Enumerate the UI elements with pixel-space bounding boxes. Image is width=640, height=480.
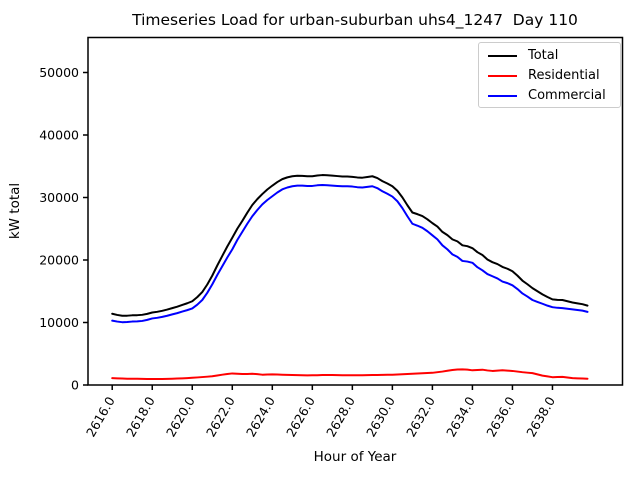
y-tick-label: 0	[71, 378, 79, 393]
series-line-total	[111, 174, 589, 317]
legend: Total Residential Commercial	[478, 42, 621, 108]
y-tick-label: 10000	[39, 315, 79, 330]
x-tick-label: 2630.0	[363, 394, 398, 439]
x-tick-label: 2636.0	[483, 394, 518, 439]
y-tick-label: 30000	[39, 190, 79, 205]
x-tick-label: 2624.0	[243, 394, 278, 439]
commercial-line-swatch	[488, 95, 517, 97]
x-tick-label: 2634.0	[443, 394, 478, 439]
series-line-commercial	[111, 184, 589, 324]
x-tick-label: 2638.0	[523, 394, 558, 439]
chart-title: Timeseries Load for urban-suburban uhs4_…	[131, 11, 578, 30]
x-tick-label: 2628.0	[323, 394, 358, 439]
y-tick-label: 40000	[39, 128, 79, 143]
legend-item-label: Total	[528, 48, 559, 63]
x-tick-label: 2620.0	[163, 394, 198, 439]
legend-item-commercial: Commercial	[479, 86, 620, 106]
x-tick-label: 2622.0	[203, 394, 238, 439]
x-tick-label: 2618.0	[123, 394, 158, 439]
x-tick-label: 2626.0	[283, 394, 318, 439]
total-line-swatch	[488, 55, 517, 57]
legend-item-total: Total	[479, 46, 620, 66]
y-axis-label: kW total	[7, 183, 23, 239]
residential-line-swatch	[488, 75, 517, 77]
y-tick-label: 50000	[39, 65, 79, 80]
legend-item-label: Residential	[528, 68, 600, 83]
y-tick-label: 20000	[39, 253, 79, 268]
x-tick-label: 2616.0	[83, 394, 118, 439]
x-axis-label: Hour of Year	[314, 449, 397, 465]
legend-item-label: Commercial	[528, 88, 606, 103]
axes-frame	[87, 36, 624, 386]
series-line-residential	[111, 368, 589, 381]
x-tick-label: 2632.0	[403, 394, 438, 439]
legend-item-residential: Residential	[479, 66, 620, 86]
